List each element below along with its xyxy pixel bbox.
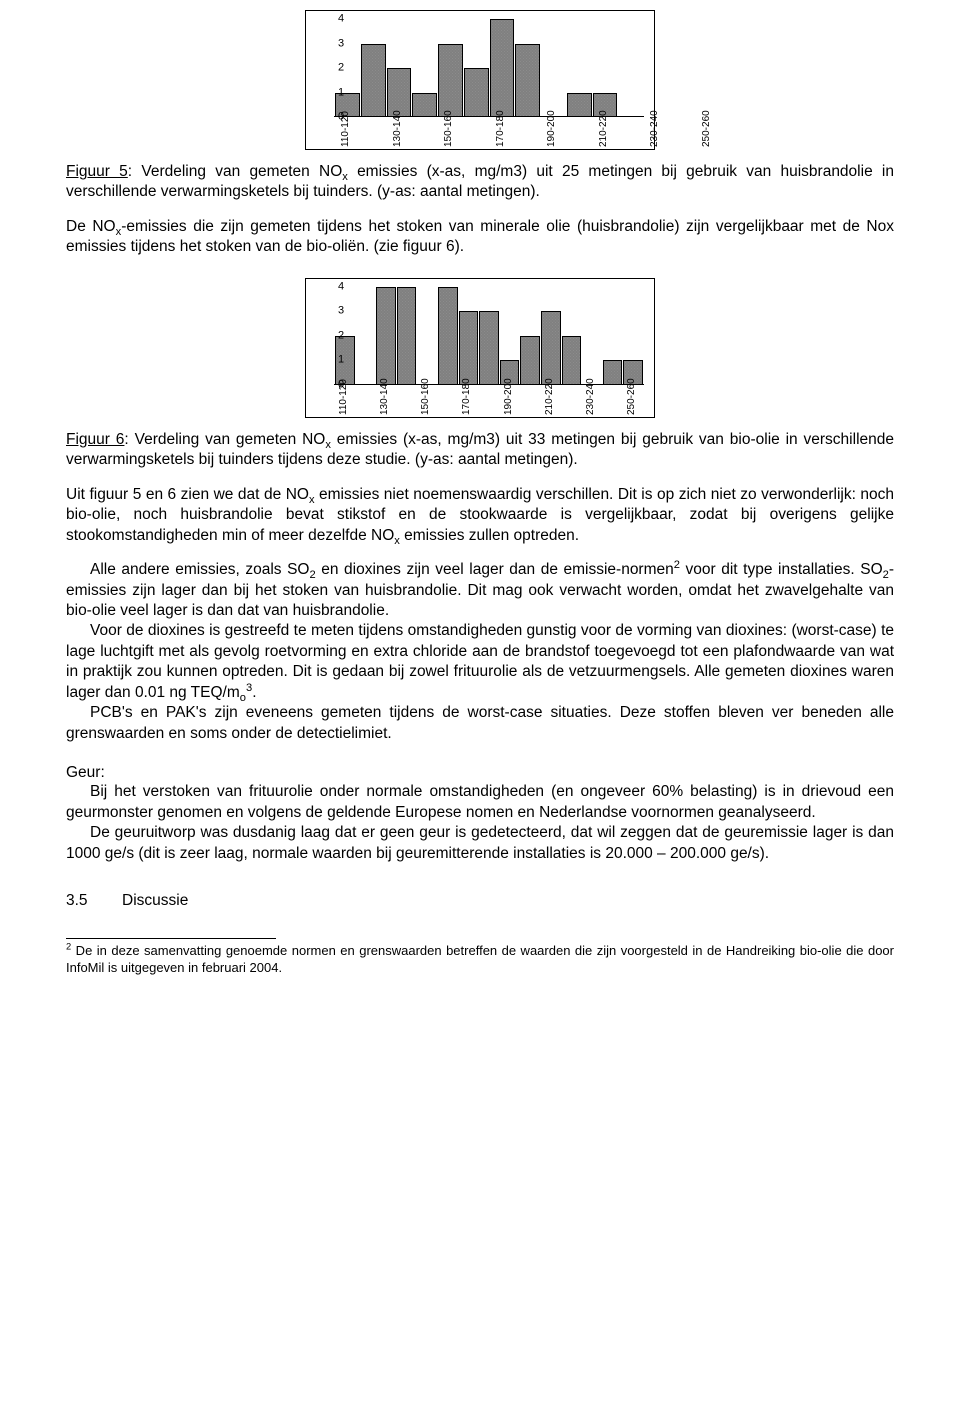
caption-text-a: : Verdeling van gemeten NO: [128, 163, 342, 180]
y-tick-label: 4: [338, 281, 344, 292]
bar: [520, 336, 540, 385]
plot-area: 01234: [334, 287, 644, 385]
x-tick-label: 230-240: [649, 110, 661, 147]
x-tick-label: 130-140: [392, 110, 404, 147]
paragraph-geur-2: De geuruitworp was dusdanig laag dat er …: [66, 823, 894, 864]
bar: [562, 336, 582, 385]
bar: [490, 19, 515, 117]
x-tick-label: 150-160: [420, 378, 432, 415]
paragraph-geur-1: Bij het verstoken van frituurolie onder …: [66, 782, 894, 823]
footnote-separator: [66, 938, 276, 939]
chart-box: 01234 110-120130-140150-160170-180190-20…: [305, 278, 655, 418]
x-tick-label: 130-140: [379, 378, 391, 415]
bar: [541, 311, 561, 385]
chart-figuur-5: 01234 110-120130-140150-160170-180190-20…: [305, 10, 655, 150]
y-tick-label: 1: [338, 355, 344, 366]
chart-figuur-6: 01234 110-120130-140150-160170-180190-20…: [305, 278, 655, 418]
bars: [334, 19, 644, 117]
x-tick-label: 150-160: [443, 110, 455, 147]
x-tick-label: 250-260: [626, 378, 638, 415]
caption-figuur-6: Figuur 6: Verdeling van gemeten NOx emis…: [66, 430, 894, 471]
bar: [361, 44, 386, 118]
plot-area: 01234: [334, 19, 644, 117]
page: 01234 110-120130-140150-160170-180190-20…: [0, 0, 960, 1416]
section-heading: 3.5Discussie: [66, 892, 894, 910]
text: en dioxines zijn veel lager dan de emiss…: [316, 561, 674, 578]
y-tick-label: 2: [338, 63, 344, 74]
text: .: [252, 684, 256, 701]
text: Alle andere emissies, zoals SO: [90, 561, 310, 578]
section-number: 3.5: [66, 892, 122, 910]
x-tick-label: 190-200: [503, 378, 515, 415]
y-tick-label: 3: [338, 38, 344, 49]
caption-figuur-5: Figuur 5: Verdeling van gemeten NOx emis…: [66, 162, 894, 203]
paragraph-verschillen: Uit figuur 5 en 6 zien we dat de NOx emi…: [66, 485, 894, 546]
caption-prefix: Figuur 5: [66, 163, 128, 180]
text: Bij het verstoken van frituurolie onder …: [66, 783, 894, 820]
x-tick-label: 190-200: [546, 110, 558, 147]
text: De NO: [66, 218, 116, 235]
bar: [567, 93, 592, 118]
bars: [334, 287, 644, 385]
y-tick-label: 4: [338, 14, 344, 25]
text: De geuruitworp was dusdanig laag dat er …: [66, 824, 894, 861]
text: -emissies die zijn gemeten tijdens het s…: [66, 218, 894, 255]
bar: [603, 360, 623, 385]
text: PCB's en PAK's zijn eveneens gemeten tij…: [66, 704, 894, 741]
y-tick-label: 2: [338, 330, 344, 341]
bar: [515, 44, 540, 118]
paragraph-pcb-pak: PCB's en PAK's zijn eveneens gemeten tij…: [66, 703, 894, 744]
x-tick-label: 110-120: [340, 111, 352, 147]
bar: [438, 287, 458, 385]
y-tick-label: 3: [338, 306, 344, 317]
bar: [397, 287, 417, 385]
text: emissies zullen optreden.: [400, 527, 579, 544]
paragraph-nox-minerale: De NOx-emissies die zijn gemeten tijdens…: [66, 217, 894, 258]
bar: [479, 311, 499, 385]
x-tick-label: 110-120: [338, 379, 350, 415]
chart-box: 01234 110-120130-140150-160170-180190-20…: [305, 10, 655, 150]
x-categories: 110-120130-140150-160170-180190-200210-2…: [334, 385, 644, 415]
bar: [412, 93, 437, 118]
section-title: Discussie: [122, 892, 188, 909]
bar: [376, 287, 396, 385]
y-tick-label: 1: [338, 87, 344, 98]
caption-text-a: : Verdeling van gemeten NO: [124, 431, 325, 448]
footnote-text: De in deze samenvatting genoemde normen …: [66, 943, 894, 975]
paragraph-so2: Alle andere emissies, zoals SO2 en dioxi…: [66, 560, 894, 621]
x-tick-label: 250-260: [701, 110, 713, 147]
x-tick-label: 210-220: [598, 110, 610, 147]
caption-prefix: Figuur 6: [66, 431, 124, 448]
x-tick-label: 170-180: [461, 378, 473, 415]
x-tick-label: 230-240: [585, 378, 597, 415]
footnote: 2 De in deze samenvatting genoemde norme…: [66, 943, 894, 976]
text: voor dit type installaties. SO: [680, 561, 883, 578]
paragraph-dioxines: Voor de dioxines is gestreefd te meten t…: [66, 621, 894, 703]
geur-heading: Geur:: [66, 764, 894, 782]
bar: [438, 44, 463, 118]
text: Voor de dioxines is gestreefd te meten t…: [66, 622, 894, 700]
x-tick-label: 170-180: [495, 110, 507, 147]
text: Uit figuur 5 en 6 zien we dat de NO: [66, 486, 309, 503]
bar: [464, 68, 489, 117]
x-categories: 110-120130-140150-160170-180190-200210-2…: [334, 117, 644, 147]
x-tick-label: 210-220: [544, 378, 556, 415]
bar: [459, 311, 479, 385]
